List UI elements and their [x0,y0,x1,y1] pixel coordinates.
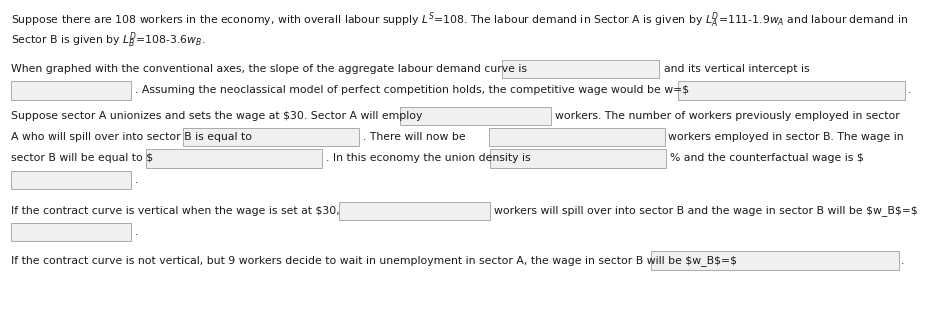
FancyBboxPatch shape [490,149,666,168]
Text: If the contract curve is not vertical, but 9 workers decide to wait in unemploym: If the contract curve is not vertical, b… [11,255,738,266]
Text: workers. The number of workers previously employed in sector: workers. The number of workers previousl… [555,111,899,121]
Text: % and the counterfactual wage is $: % and the counterfactual wage is $ [670,154,864,163]
FancyBboxPatch shape [400,107,551,125]
Text: If the contract curve is vertical when the wage is set at $30,: If the contract curve is vertical when t… [11,206,340,216]
Text: . There will now be: . There will now be [363,132,466,142]
Text: . Assuming the neoclassical model of perfect competition holds, the competitive : . Assuming the neoclassical model of per… [135,85,689,95]
FancyBboxPatch shape [11,223,131,241]
Text: Suppose sector A unionizes and sets the wage at $30. Sector A will employ: Suppose sector A unionizes and sets the … [11,111,423,121]
Text: workers employed in sector B. The wage in: workers employed in sector B. The wage i… [668,132,904,142]
Text: and its vertical intercept is: and its vertical intercept is [664,64,810,74]
FancyBboxPatch shape [489,128,665,146]
Text: .: . [135,227,139,237]
FancyBboxPatch shape [11,81,131,100]
Text: .: . [901,256,905,266]
FancyBboxPatch shape [651,251,899,270]
FancyBboxPatch shape [11,171,131,189]
Text: Suppose there are 108 workers in the economy, with overall labour supply $L^S$=1: Suppose there are 108 workers in the eco… [11,11,908,30]
FancyBboxPatch shape [183,128,359,146]
Text: . In this economy the union density is: . In this economy the union density is [326,154,531,163]
FancyBboxPatch shape [502,60,659,78]
FancyBboxPatch shape [678,81,905,100]
Text: .: . [908,85,912,95]
Text: sector B will be equal to $: sector B will be equal to $ [11,154,154,163]
Text: A who will spill over into sector B is equal to: A who will spill over into sector B is e… [11,132,252,142]
Text: .: . [135,175,139,185]
Text: Sector B is given by $L^D_B$=108-3.6$w_B$.: Sector B is given by $L^D_B$=108-3.6$w_B… [11,30,206,50]
FancyBboxPatch shape [146,149,322,168]
Text: When graphed with the conventional axes, the slope of the aggregate labour deman: When graphed with the conventional axes,… [11,64,527,74]
FancyBboxPatch shape [339,202,490,220]
Text: workers will spill over into sector B and the wage in sector B will be $w_B$=$: workers will spill over into sector B an… [494,205,918,216]
